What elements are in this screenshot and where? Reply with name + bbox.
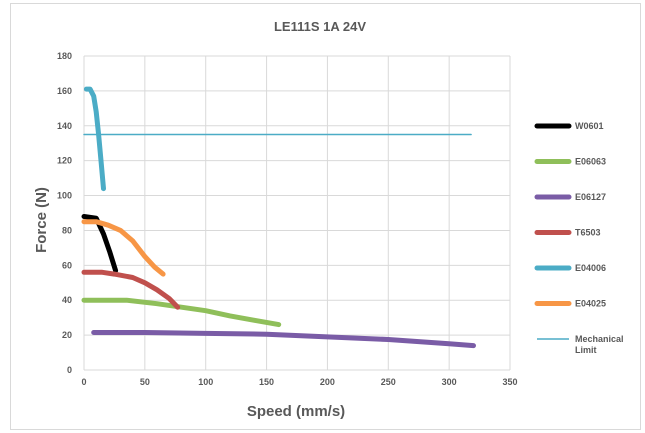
x-tick-label: 100 — [198, 377, 213, 387]
legend-label-e06127: E06127 — [575, 192, 606, 202]
y-tick-label: 160 — [57, 86, 72, 96]
y-tick-label: 40 — [62, 295, 72, 305]
x-tick-label: 150 — [259, 377, 274, 387]
series-line-e04006 — [83, 86, 106, 192]
y-tick-label: 100 — [57, 191, 72, 201]
legend: W0601 E06063 E06127 T6503 E04006 E04025 Mechan… — [534, 121, 624, 355]
series-line-e06063 — [81, 297, 282, 328]
legend-label-t6503: T6503 — [575, 228, 601, 238]
y-tick-label: 60 — [62, 260, 72, 270]
series-group — [81, 86, 476, 349]
legend-label-e04006: E04006 — [575, 263, 606, 273]
y-tick-label: 180 — [57, 51, 72, 61]
x-tick-label: 200 — [320, 377, 335, 387]
legend-label-e06063: E06063 — [575, 157, 606, 167]
x-axis-ticks: 0 50 100 150 200 250 300 350 — [81, 377, 517, 387]
x-tick-label: 350 — [502, 377, 517, 387]
series-line-e04025 — [81, 219, 166, 277]
series-line-t6503 — [81, 269, 181, 310]
x-axis-title: Speed (mm/s) — [247, 403, 345, 420]
y-axis-ticks: 0 20 40 60 80 100 120 140 160 180 — [57, 51, 72, 375]
legend-label-w0601: W0601 — [575, 121, 604, 131]
x-tick-label: 300 — [442, 377, 457, 387]
grid — [83, 55, 511, 371]
series-line-e06127 — [91, 330, 476, 349]
y-tick-label: 80 — [62, 225, 72, 235]
y-tick-label: 120 — [57, 156, 72, 166]
x-tick-label: 50 — [140, 377, 150, 387]
y-axis-title: Force (N) — [33, 187, 50, 253]
y-tick-label: 140 — [57, 121, 72, 131]
chart-title: LE111S 1A 24V — [274, 19, 366, 34]
x-tick-label: 0 — [81, 377, 86, 387]
chart-frame — [10, 3, 641, 430]
series-line-w0601 — [81, 214, 119, 274]
y-tick-label: 0 — [67, 365, 72, 375]
legend-label-mechanical-limit: Mechanical Limit — [575, 334, 624, 355]
legend-label-e04025: E04025 — [575, 299, 606, 309]
x-tick-label: 250 — [381, 377, 396, 387]
y-tick-label: 20 — [62, 330, 72, 340]
